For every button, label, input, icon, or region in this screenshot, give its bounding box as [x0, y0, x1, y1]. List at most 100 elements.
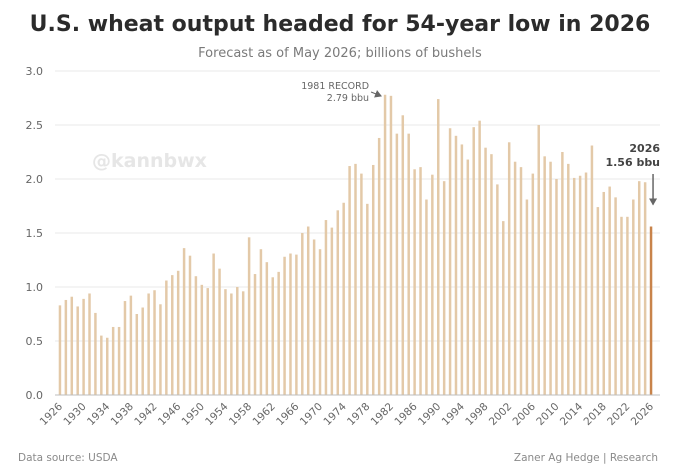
x-tick-label: 1970 — [298, 401, 325, 428]
gridlines — [55, 70, 660, 342]
annotation-record-label: 1981 RECORD — [301, 81, 369, 92]
bar — [253, 274, 257, 395]
bar — [165, 280, 168, 395]
bar — [608, 186, 611, 395]
bar — [448, 128, 452, 396]
bar — [283, 256, 286, 395]
bar — [377, 137, 381, 395]
bar — [643, 182, 647, 395]
bar — [484, 147, 487, 395]
annotation-record-value: 2.79 bbu — [327, 93, 369, 104]
bar — [567, 163, 570, 395]
y-tick-label: 0.5 — [26, 335, 44, 348]
bar — [295, 254, 298, 395]
bar — [525, 199, 529, 395]
x-tick-label: 2010 — [534, 401, 561, 428]
bar — [572, 177, 576, 395]
x-tick-label: 1926 — [38, 400, 66, 428]
data-source: Data source: USDA — [18, 452, 118, 464]
y-tick-label: 1.5 — [26, 227, 44, 240]
y-tick-label: 3.0 — [26, 65, 44, 78]
x-tick-label: 1982 — [369, 401, 396, 428]
bar — [413, 169, 416, 395]
bar — [519, 167, 523, 395]
bar — [614, 197, 617, 395]
bar — [188, 255, 192, 395]
x-tick-label: 1946 — [156, 400, 184, 428]
bar — [259, 249, 263, 395]
y-tick-label: 0.0 — [26, 389, 44, 402]
chart-title: U.S. wheat output headed for 54-year low… — [29, 12, 651, 37]
bar — [312, 239, 316, 395]
bar — [466, 159, 470, 395]
annotation-forecast-label: 2026 — [629, 142, 660, 155]
bar — [330, 227, 334, 395]
x-tick-label: 1938 — [109, 401, 136, 428]
bar — [141, 307, 144, 395]
bar — [632, 199, 635, 395]
bar — [342, 202, 345, 395]
bar — [236, 287, 239, 395]
bar — [182, 248, 186, 395]
bar — [371, 164, 375, 395]
bar — [431, 174, 434, 395]
x-tick-label: 1954 — [203, 400, 231, 428]
bar — [247, 237, 251, 395]
x-tick-label: 1934 — [85, 400, 113, 428]
y-tick-label: 1.0 — [26, 281, 44, 294]
bar — [176, 270, 180, 395]
x-tick-label: 2002 — [487, 401, 514, 428]
x-tick-label: 1962 — [250, 401, 277, 428]
bar — [354, 163, 357, 395]
bar — [561, 152, 564, 395]
y-tick-label: 2.0 — [26, 173, 44, 186]
bar — [549, 161, 552, 395]
bar — [88, 293, 91, 395]
bar — [82, 298, 85, 395]
bar — [383, 94, 387, 395]
credit-line: Zaner Ag Hedge | Research — [513, 452, 658, 464]
x-tick-label: 2022 — [605, 401, 632, 428]
x-tick-label: 2018 — [581, 401, 608, 428]
bar — [472, 127, 475, 395]
bar — [496, 184, 499, 395]
bar — [437, 99, 440, 395]
x-tick-label: 1942 — [132, 401, 159, 428]
bar — [100, 335, 103, 395]
bar — [366, 203, 369, 395]
bar — [147, 293, 150, 395]
bar — [58, 305, 62, 395]
x-tick-label: 1990 — [416, 401, 443, 428]
x-tick-label: 1978 — [345, 401, 372, 428]
bar — [70, 296, 74, 395]
bar — [324, 220, 328, 395]
bar — [395, 133, 399, 395]
x-tick-label: 1966 — [274, 400, 302, 428]
bar — [389, 95, 393, 395]
bar — [401, 115, 405, 395]
bar — [76, 306, 79, 395]
bar — [626, 216, 629, 395]
bar — [135, 314, 139, 395]
x-tick-label: 2006 — [511, 400, 539, 428]
bar-highlight — [649, 226, 653, 395]
bar — [94, 312, 97, 395]
bar — [123, 301, 127, 395]
y-tick-label: 2.5 — [26, 119, 44, 132]
bar — [543, 156, 546, 395]
bar — [106, 337, 109, 395]
bar — [537, 125, 540, 395]
bar — [224, 289, 227, 395]
bar — [442, 181, 446, 395]
x-axis: 1926193019341938194219461950195419581962… — [38, 394, 660, 428]
x-tick-label: 1930 — [61, 401, 88, 428]
bar — [555, 179, 558, 395]
bar — [265, 262, 269, 395]
bar — [620, 216, 623, 395]
x-tick-label: 1998 — [463, 401, 490, 428]
bar — [513, 161, 517, 395]
bar — [171, 275, 174, 395]
bar — [578, 175, 582, 395]
